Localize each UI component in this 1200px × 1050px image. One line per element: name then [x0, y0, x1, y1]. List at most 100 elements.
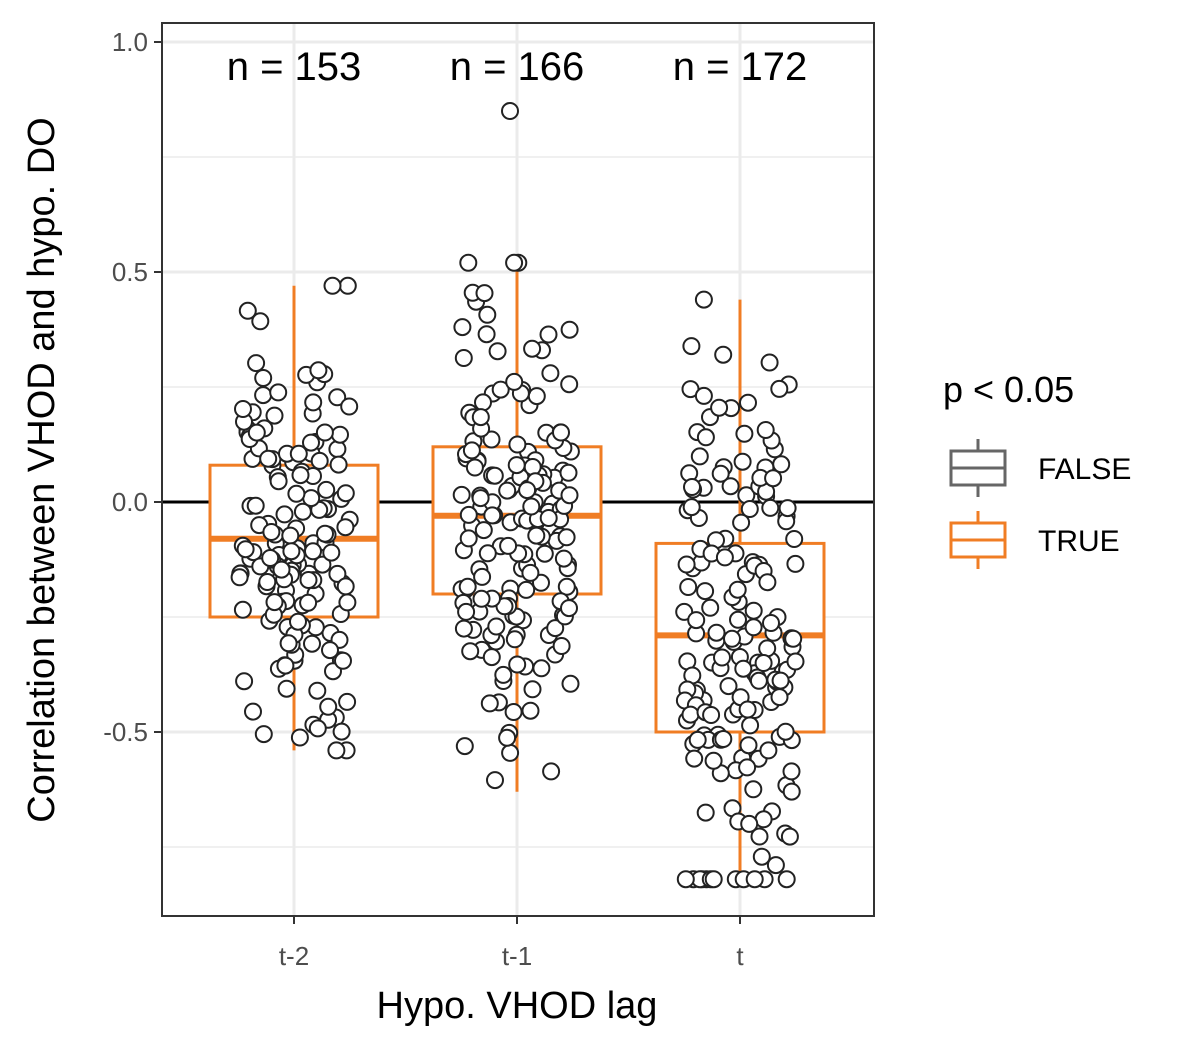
point-outlier: [501, 102, 519, 120]
point-t-1: [465, 458, 484, 477]
point-t: [710, 398, 729, 417]
legend-key-false: FALSE: [949, 439, 1131, 497]
point-t: [696, 803, 715, 822]
point-t-1: [498, 481, 517, 500]
point-t-2: [336, 484, 355, 503]
y-tick-label: -0.5: [103, 717, 148, 747]
jitter-points: [230, 102, 805, 889]
point-t-1: [542, 762, 561, 781]
point-t-2: [303, 634, 321, 653]
point-t: [740, 814, 759, 833]
point-t-1: [454, 349, 473, 367]
point-t: [782, 762, 801, 781]
point-t-1: [494, 665, 513, 684]
point-t: [696, 582, 715, 601]
point-t-2: [310, 451, 329, 470]
point-t: [770, 379, 789, 398]
point-t-1: [527, 387, 546, 406]
point-t-1: [527, 526, 546, 545]
point-t: [744, 601, 763, 620]
point-t-2: [316, 524, 334, 543]
point-t-1: [459, 253, 478, 272]
y-tick-label: 0.5: [112, 257, 148, 287]
point-t-2: [287, 484, 306, 503]
point-t: [786, 652, 805, 671]
point-t-2: [282, 542, 301, 561]
point-t-2: [308, 719, 327, 738]
point-t-2: [336, 518, 355, 537]
n-label-t: n = 172: [673, 45, 808, 89]
point-t-1: [474, 393, 492, 412]
n-label-t-2: n = 153: [227, 45, 362, 89]
point-t-1: [508, 655, 527, 674]
point-t: [780, 827, 799, 846]
point-t-2: [251, 312, 270, 331]
point-t-2: [328, 388, 347, 407]
point-t-2: [328, 564, 347, 583]
point-t-1: [453, 318, 472, 337]
point-t-2: [291, 466, 310, 485]
point-t-1: [505, 372, 524, 391]
point-t: [729, 610, 747, 629]
y-axis-title: Correlation between VHOD and hypo. DO: [21, 117, 63, 822]
point-t-1: [539, 325, 558, 344]
point-t: [776, 722, 795, 741]
point-t-2: [302, 433, 320, 452]
point-t-2: [233, 600, 252, 619]
point-t-1: [455, 737, 474, 756]
point-t-1: [501, 743, 520, 762]
point-t: [759, 741, 778, 760]
point-t-1: [523, 339, 542, 358]
point-t-1: [517, 580, 536, 599]
point-t: [754, 654, 773, 672]
point-t: [679, 578, 698, 596]
point-t: [676, 870, 695, 889]
x-tick-label: t: [736, 941, 744, 971]
point-t-2: [275, 505, 294, 524]
point-t-2: [338, 593, 357, 612]
y-tick-label: 0.0: [112, 487, 148, 517]
point-t: [734, 659, 753, 678]
point-t-2: [265, 406, 284, 425]
point-t-2: [340, 397, 359, 416]
point-t-2: [331, 425, 349, 444]
point-t: [713, 648, 731, 667]
point-t: [761, 498, 780, 517]
point-t-2: [332, 722, 351, 741]
point-t: [687, 611, 706, 630]
point-t-1: [487, 617, 506, 636]
point-t: [744, 618, 763, 637]
point-t-1: [523, 680, 542, 699]
x-axis-title: Hypo. VHOD lag: [377, 985, 658, 1027]
point-t-2: [262, 523, 281, 541]
point-t: [675, 602, 694, 621]
point-t: [744, 780, 763, 799]
point-t-1: [486, 771, 504, 790]
legend-title: p < 0.05: [943, 369, 1074, 410]
point-t-1: [482, 430, 501, 449]
point-t: [745, 870, 764, 889]
point-t-1: [552, 423, 570, 442]
point-t: [677, 555, 696, 574]
point-t: [694, 290, 713, 309]
point-t-1: [541, 364, 560, 383]
point-t-2: [309, 361, 328, 380]
point-t-2: [304, 542, 322, 561]
point-t: [738, 758, 757, 777]
point-t-1: [474, 521, 493, 540]
point-t: [723, 629, 741, 648]
axes: -0.5 0.0 0.5 1.0 t-2 t-1 t: [103, 27, 744, 971]
point-t-1: [488, 342, 507, 361]
point-t-2: [236, 540, 255, 559]
point-t-2: [334, 651, 352, 670]
point-t-1: [471, 408, 490, 427]
legend-key-true: TRUE: [949, 511, 1120, 569]
point-t-2: [254, 369, 273, 387]
point-t: [701, 598, 720, 617]
point-t-1: [546, 619, 565, 638]
point-t-1: [535, 544, 554, 563]
point-t-2: [327, 741, 346, 760]
point-t-2: [259, 449, 278, 468]
point-t-2: [299, 571, 318, 589]
